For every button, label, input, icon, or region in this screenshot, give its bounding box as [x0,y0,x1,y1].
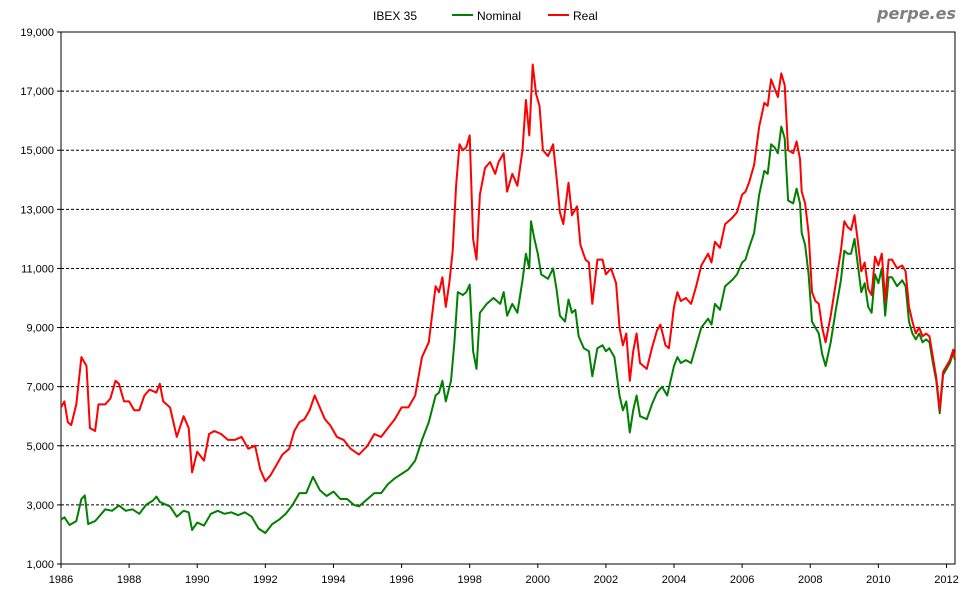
legend-label-real: Real [573,9,598,23]
x-tick-label: 1990 [185,574,209,586]
x-axis-ticks: 1986 1988 1990 1992 1994 1996 1998 2000 2002 2004… [49,564,959,586]
series-line-real [60,63,956,483]
legend: IBEX 35 Nominal Real [373,9,598,23]
gridlines [61,90,955,506]
legend-title: IBEX 35 [373,9,417,23]
y-tick-label: 11,000 [21,263,54,275]
x-tick-label: 1988 [117,574,141,586]
legend-label-nominal: Nominal [477,9,521,23]
y-tick-label: 17,000 [20,86,54,98]
y-tick-label: 9,000 [26,323,54,335]
x-tick-label: 2006 [730,574,754,586]
y-axis-ticks: 1,000 3,000 5,000 7,000 9,000 11,000 13,000 15,… [20,27,61,571]
x-tick-label: 1996 [389,574,413,586]
x-tick-label: 1998 [457,574,481,586]
y-tick-label: 3,000 [26,500,54,512]
x-tick-label: 1992 [253,574,277,586]
x-tick-label: 2010 [866,574,890,586]
y-tick-label: 13,000 [20,204,54,216]
brand-watermark: perpe.es [877,4,956,23]
x-tick-label: 1994 [321,574,345,586]
x-tick-label: 2004 [662,574,686,586]
plot-area-frame [60,31,956,565]
y-tick-label: 7,000 [26,382,54,394]
y-tick-label: 1,000 [26,559,54,571]
y-tick-label: 15,000 [20,145,54,157]
y-tick-label: 19,000 [20,27,54,39]
x-tick-label: 2012 [934,574,958,586]
y-tick-label: 5,000 [26,441,54,453]
x-tick-label: 1986 [49,574,73,586]
x-tick-label: 2002 [594,574,618,586]
series-lines [60,63,956,534]
x-tick-label: 2008 [798,574,822,586]
series-line-nominal [60,125,956,534]
x-tick-label: 2000 [526,574,550,586]
